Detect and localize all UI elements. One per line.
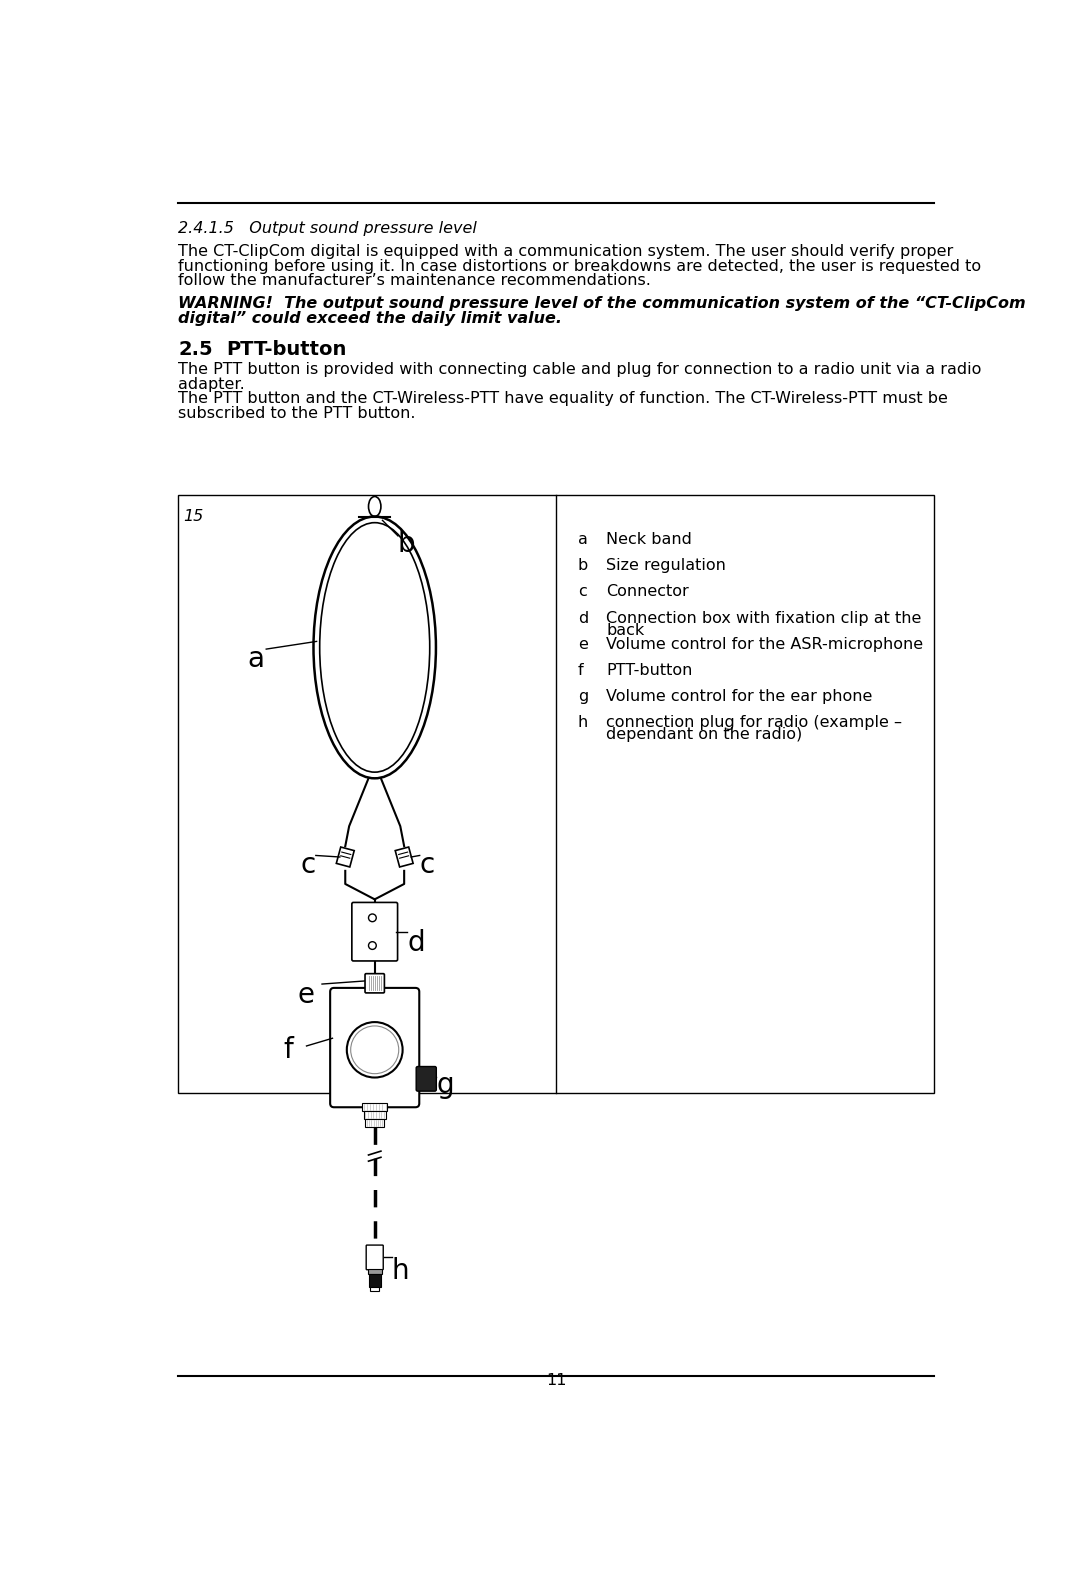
Bar (363, 1111, 385, 1119)
Text: Neck band: Neck band (607, 531, 692, 547)
Text: Connection box with fixation clip at the: Connection box with fixation clip at the (607, 610, 922, 626)
Text: Connector: Connector (607, 585, 689, 599)
Bar (370, 1287, 380, 1291)
Text: c: c (301, 850, 316, 879)
Text: 11: 11 (546, 1374, 566, 1388)
FancyBboxPatch shape (417, 1066, 436, 1091)
Text: e: e (297, 981, 315, 1009)
FancyBboxPatch shape (352, 902, 397, 960)
Text: h: h (578, 715, 588, 731)
FancyBboxPatch shape (367, 1245, 383, 1270)
Text: b: b (398, 530, 416, 558)
Text: back: back (607, 623, 644, 638)
Text: The CT-ClipCom digital is equipped with a communication system. The user should : The CT-ClipCom digital is equipped with … (178, 244, 954, 259)
Bar (362, 1104, 387, 1111)
Text: dependant on the radio): dependant on the radio) (607, 728, 803, 742)
Text: b: b (578, 558, 588, 574)
Text: PTT-button: PTT-button (607, 663, 693, 678)
Text: d: d (578, 610, 588, 626)
Text: c: c (578, 585, 587, 599)
Text: g: g (436, 1071, 454, 1099)
Text: a: a (247, 645, 265, 673)
Text: Volume control for the ear phone: Volume control for the ear phone (607, 689, 872, 704)
Text: e: e (578, 637, 588, 652)
Text: Size regulation: Size regulation (607, 558, 726, 574)
Text: g: g (578, 689, 588, 704)
Text: 2.5: 2.5 (178, 340, 213, 360)
Text: f: f (283, 1036, 293, 1064)
Bar (178, 495, 934, 1094)
Text: The PTT button is provided with connecting cable and plug for connection to a ra: The PTT button is provided with connecti… (178, 362, 982, 377)
Bar (366, 1119, 384, 1127)
Text: c: c (420, 850, 435, 879)
FancyBboxPatch shape (330, 987, 419, 1107)
Text: The PTT button and the CT-Wireless-PTT have equality of function. The CT-Wireles: The PTT button and the CT-Wireless-PTT h… (178, 391, 948, 406)
Text: 15: 15 (183, 509, 203, 523)
Bar (368, 1269, 382, 1273)
Text: adapter.: adapter. (178, 377, 245, 391)
Text: Volume control for the ASR-microphone: Volume control for the ASR-microphone (607, 637, 923, 652)
Text: 2.4.1.5   Output sound pressure level: 2.4.1.5 Output sound pressure level (178, 222, 477, 236)
Text: a: a (578, 531, 588, 547)
FancyBboxPatch shape (365, 973, 384, 994)
Text: d: d (407, 929, 425, 957)
Text: WARNING!  The output sound pressure level of the communication system of the “CT: WARNING! The output sound pressure level… (178, 296, 1026, 311)
Text: functioning before using it. In case distortions or breakdowns are detected, the: functioning before using it. In case dis… (178, 259, 981, 274)
Text: follow the manufacturer’s maintenance recommendations.: follow the manufacturer’s maintenance re… (178, 274, 651, 288)
Text: subscribed to the PTT button.: subscribed to the PTT button. (178, 406, 416, 421)
Text: f: f (578, 663, 584, 678)
Bar (369, 1273, 381, 1287)
Text: PTT-button: PTT-button (227, 340, 347, 360)
Text: digital” could exceed the daily limit value.: digital” could exceed the daily limit va… (178, 311, 562, 325)
Text: h: h (392, 1258, 409, 1286)
Text: connection plug for radio (example –: connection plug for radio (example – (607, 715, 903, 731)
